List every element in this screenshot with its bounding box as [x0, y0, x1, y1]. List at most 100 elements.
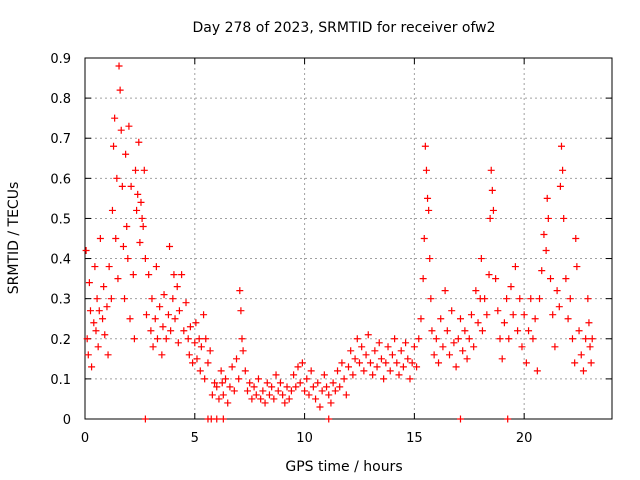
data-points [82, 62, 596, 423]
data-point [450, 339, 458, 347]
data-point [399, 363, 407, 371]
x-tick-label: 5 [191, 431, 199, 446]
x-tick-label: 20 [516, 431, 533, 446]
data-point [428, 327, 436, 335]
data-point [375, 339, 383, 347]
data-point [174, 339, 182, 347]
data-point [536, 295, 544, 303]
data-point [218, 379, 226, 387]
data-point [191, 339, 199, 347]
data-point [329, 379, 337, 387]
data-point [543, 194, 551, 202]
y-tick-label: 0.5 [50, 212, 71, 227]
data-point [296, 379, 304, 387]
data-point [228, 363, 236, 371]
data-point [483, 311, 491, 319]
data-point [492, 275, 500, 283]
data-point [118, 182, 126, 190]
data-point [331, 387, 339, 395]
data-point [204, 359, 212, 367]
data-point [408, 359, 416, 367]
data-point [129, 271, 137, 279]
data-point [133, 206, 141, 214]
data-point [410, 343, 418, 351]
x-tick-label: 10 [296, 431, 313, 446]
data-point [294, 363, 302, 371]
data-point [486, 214, 494, 222]
data-point [463, 355, 471, 363]
data-point [507, 283, 515, 291]
data-point [153, 335, 161, 343]
data-point [164, 311, 172, 319]
data-point [241, 367, 249, 375]
data-point [564, 315, 572, 323]
data-point [90, 319, 98, 327]
data-point [113, 174, 121, 182]
data-point [382, 359, 390, 367]
data-point [235, 375, 243, 383]
data-point [393, 359, 401, 367]
data-point [586, 343, 594, 351]
axis-ticks [84, 57, 612, 420]
data-point [261, 399, 269, 407]
data-point [489, 206, 497, 214]
data-point [224, 399, 232, 407]
y-tick-label: 0.6 [50, 172, 71, 187]
data-point [105, 263, 113, 271]
data-point [192, 319, 200, 327]
data-point [347, 347, 355, 355]
data-point [173, 283, 181, 291]
data-point [318, 387, 326, 395]
data-point [243, 387, 251, 395]
data-point [94, 343, 102, 351]
y-tick-label: 0.3 [50, 293, 71, 308]
tick-labels: 0 0.1 0.2 0.3 0.4 0.5 0.6 0.7 0.8 0.9 0 5 10 15 20 [50, 52, 532, 446]
data-point [360, 367, 368, 375]
data-point [127, 182, 135, 190]
data-point [254, 375, 262, 383]
data-point [201, 375, 209, 383]
data-point [559, 166, 567, 174]
data-point [279, 391, 287, 399]
data-point [281, 399, 289, 407]
data-point [169, 295, 177, 303]
data-point [562, 275, 570, 283]
data-point [477, 255, 485, 263]
data-point [107, 295, 115, 303]
data-point [290, 371, 298, 379]
data-point [504, 415, 512, 423]
data-point [252, 391, 260, 399]
data-point [257, 395, 265, 403]
chart-title: Day 278 of 2023, SRMTID for receiver ofw… [192, 20, 495, 36]
data-point [137, 198, 145, 206]
data-point [421, 142, 429, 150]
y-tick-label: 0.9 [50, 52, 71, 67]
data-point [85, 279, 93, 287]
data-point [349, 371, 357, 379]
data-point [364, 331, 372, 339]
data-point [406, 375, 414, 383]
data-point [138, 214, 146, 222]
data-point [340, 375, 348, 383]
data-point [122, 150, 130, 158]
data-point [527, 295, 535, 303]
data-point [533, 367, 541, 375]
data-point [156, 303, 164, 311]
data-point [334, 367, 342, 375]
data-point [115, 62, 123, 70]
data-point [472, 287, 480, 295]
data-point [448, 307, 456, 315]
data-point [587, 359, 595, 367]
data-point [246, 379, 254, 387]
data-point [522, 359, 530, 367]
data-point [239, 347, 247, 355]
data-point [166, 243, 174, 251]
data-point [568, 335, 576, 343]
data-point [430, 351, 438, 359]
data-point [268, 383, 276, 391]
data-point [437, 315, 445, 323]
data-point [336, 383, 344, 391]
data-point [427, 295, 435, 303]
data-point [259, 387, 267, 395]
